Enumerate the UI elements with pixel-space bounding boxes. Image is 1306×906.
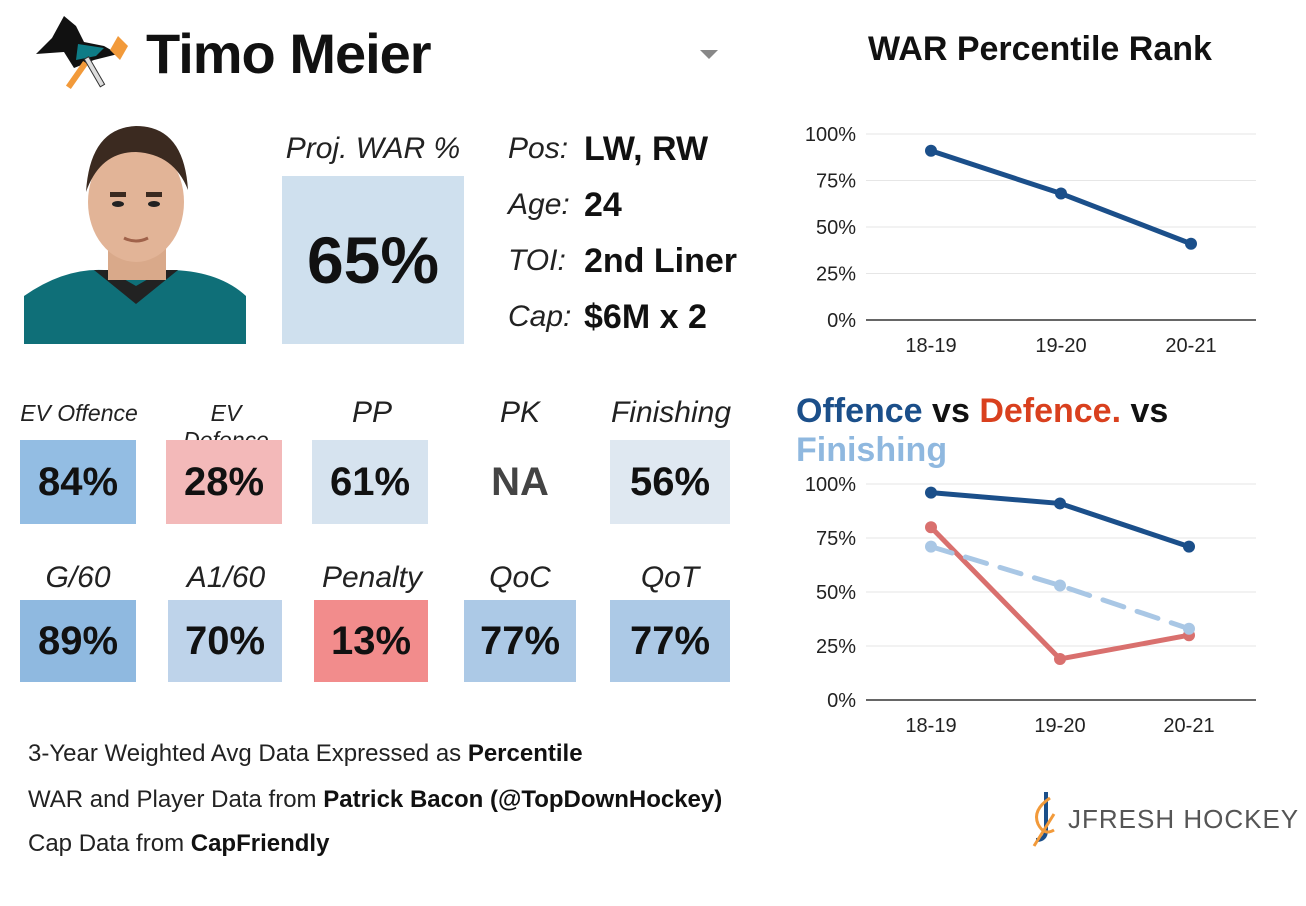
ev-defence-value: 28% bbox=[166, 440, 282, 524]
shark-logo-icon bbox=[36, 16, 128, 90]
data-point bbox=[1055, 187, 1067, 200]
finishing-value: 56% bbox=[610, 440, 730, 524]
penalty-value: 13% bbox=[314, 600, 428, 682]
y-tick-label: 0% bbox=[827, 310, 856, 332]
penalty-label: Penalty bbox=[321, 561, 423, 594]
toi-value: 2nd Liner bbox=[584, 242, 738, 280]
y-tick-label: 100% bbox=[805, 124, 856, 146]
brand-name: JFRESH HOCKEY bbox=[1068, 803, 1300, 834]
brand: JFRESH HOCKEY bbox=[1028, 790, 1299, 848]
data-point bbox=[1054, 497, 1066, 510]
y-tick-label: 0% bbox=[827, 690, 856, 712]
ev-offence-label: EV Offence bbox=[20, 400, 138, 426]
data-point bbox=[1185, 237, 1197, 250]
qoc-label: QoC bbox=[489, 561, 551, 594]
chart-2-title-defence: Defence. bbox=[979, 392, 1122, 430]
chart-2-title-finishing: Finishing bbox=[796, 431, 948, 469]
x-tick-label: 18-19 bbox=[905, 715, 956, 737]
data-point bbox=[1054, 579, 1066, 592]
jfresh-hockey-logo-icon bbox=[1032, 792, 1056, 847]
y-tick-label: 75% bbox=[816, 528, 856, 550]
chart-2-title: Offence vs Defence. vs Finishing bbox=[796, 392, 1296, 470]
player-name: Timo Meier bbox=[146, 22, 432, 85]
x-tick-label: 20-21 bbox=[1165, 335, 1216, 357]
proj-war-value: 65% bbox=[282, 176, 464, 344]
a160-label: A1/60 bbox=[186, 561, 266, 594]
series-line bbox=[928, 524, 1192, 662]
chart-2-title-vs-1: vs bbox=[922, 392, 980, 430]
data-point bbox=[925, 486, 937, 499]
footer-line-3: Cap Data from CapFriendly bbox=[28, 830, 330, 857]
y-tick-label: 50% bbox=[816, 217, 856, 239]
data-point bbox=[1183, 622, 1195, 635]
series-line bbox=[928, 544, 1192, 632]
data-point bbox=[925, 521, 937, 534]
ev-offence-value: 84% bbox=[20, 440, 136, 524]
data-point bbox=[1054, 652, 1066, 665]
war-percentile-chart: 100% 75% 50% 25% 0% 18-19 19-20 20-21 bbox=[805, 124, 1256, 357]
g60-value: 89% bbox=[20, 600, 136, 682]
team-logo bbox=[34, 16, 128, 96]
cap-label: Cap: bbox=[508, 300, 572, 333]
finishing-label: Finishing bbox=[610, 396, 732, 429]
chart-1-title: WAR Percentile Rank bbox=[868, 30, 1212, 68]
data-point bbox=[925, 144, 937, 157]
pk-label: PK bbox=[499, 396, 541, 429]
chart-2-title-vs-2: vs bbox=[1121, 392, 1169, 430]
player-photo bbox=[24, 120, 246, 344]
qoc-value: 77% bbox=[464, 600, 576, 682]
y-tick-label: 25% bbox=[816, 264, 856, 286]
y-tick-label: 75% bbox=[816, 171, 856, 193]
qot-label: QoT bbox=[640, 561, 700, 594]
data-point bbox=[1183, 540, 1195, 553]
toi-label: TOI: bbox=[508, 244, 566, 277]
data-point bbox=[925, 540, 937, 553]
x-tick-label: 18-19 bbox=[905, 335, 956, 357]
pp-value: 61% bbox=[312, 440, 428, 524]
pp-label: PP bbox=[351, 396, 393, 429]
footer-line-2: WAR and Player Data from Patrick Bacon (… bbox=[28, 786, 723, 813]
y-tick-label: 100% bbox=[805, 474, 856, 496]
pk-value: NA bbox=[462, 440, 578, 524]
y-tick-label: 50% bbox=[816, 582, 856, 604]
qot-value: 77% bbox=[610, 600, 730, 682]
cap-value: $6M x 2 bbox=[584, 298, 707, 336]
player-select-dropdown-icon[interactable] bbox=[700, 50, 718, 59]
chart-2-title-offence: Offence bbox=[796, 392, 923, 430]
x-tick-label: 20-21 bbox=[1163, 715, 1214, 737]
age-value: 24 bbox=[584, 186, 622, 224]
offence-defence-finishing-chart: 100% 75% 50% 25% 0% 18-19 19-20 20-21 bbox=[805, 474, 1256, 737]
x-tick-label: 19-20 bbox=[1034, 715, 1085, 737]
a160-value: 70% bbox=[168, 600, 282, 682]
x-tick-label: 19-20 bbox=[1035, 335, 1086, 357]
pos-value: LW, RW bbox=[584, 130, 709, 168]
footer-line-1: 3-Year Weighted Avg Data Expressed as Pe… bbox=[28, 740, 583, 767]
g60-label: G/60 bbox=[45, 561, 111, 594]
proj-war-label: Proj. WAR % bbox=[285, 132, 461, 165]
pos-label: Pos: bbox=[508, 132, 569, 165]
age-label: Age: bbox=[508, 188, 570, 221]
y-tick-label: 25% bbox=[816, 636, 856, 658]
